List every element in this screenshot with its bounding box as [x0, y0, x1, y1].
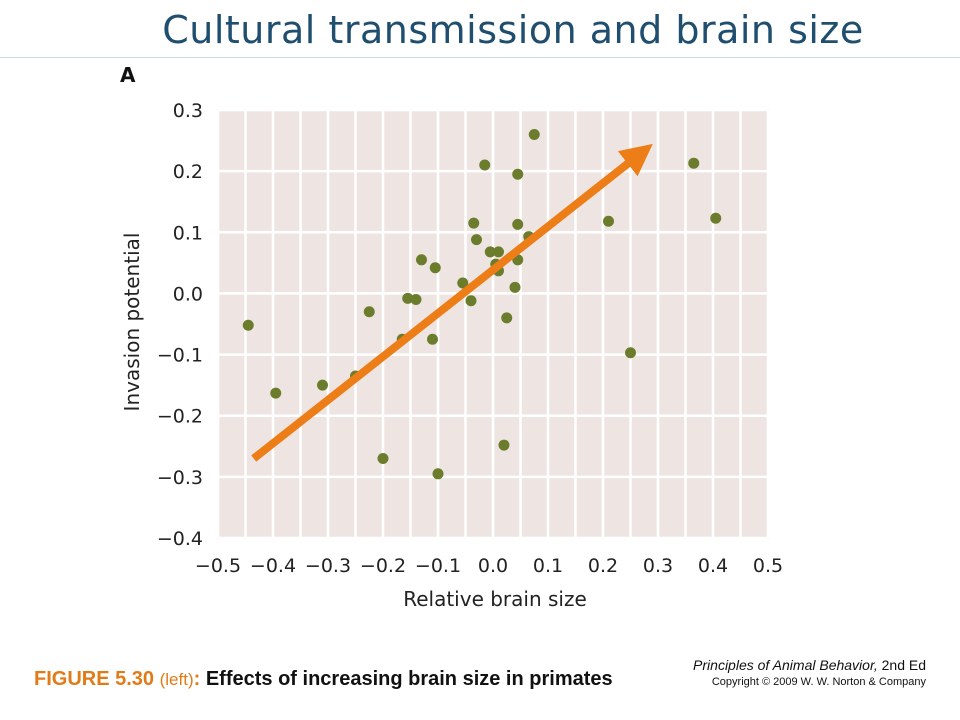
- y-tick-labels: 0.3 0.2 0.1 0.0 −0.1 −0.2 −0.3 −0.4: [157, 100, 203, 550]
- y-tick-label: −0.2: [157, 406, 203, 428]
- data-point: [625, 347, 636, 359]
- data-point: [363, 306, 375, 318]
- x-tick-label: −0.3: [305, 555, 351, 577]
- data-point: [377, 453, 389, 465]
- y-tick-label: −0.4: [157, 528, 203, 550]
- data-point: [512, 168, 524, 180]
- data-point: [501, 312, 513, 324]
- book-credit: Principles of Animal Behavior, 2nd Ed Co…: [693, 657, 926, 688]
- data-point: [484, 246, 496, 258]
- x-tick-label: −0.2: [360, 555, 406, 577]
- data-point: [429, 262, 441, 274]
- figure-number: FIGURE 5.30: [34, 668, 155, 690]
- data-point: [468, 217, 480, 229]
- slide-title: Cultural transmission and brain size: [162, 8, 864, 52]
- title-divider: [0, 57, 960, 58]
- x-axis-label: Relative brain size: [403, 587, 587, 611]
- y-tick-label: 0.2: [173, 161, 203, 183]
- x-tick-label: −0.4: [250, 555, 296, 577]
- y-tick-label: 0.0: [173, 283, 203, 305]
- x-tick-label: −0.1: [415, 555, 461, 577]
- book-line: Principles of Animal Behavior, 2nd Ed: [693, 657, 926, 673]
- data-point: [410, 294, 422, 306]
- data-point: [471, 234, 482, 246]
- gridlines: [216, 108, 770, 540]
- data-point: [688, 157, 700, 169]
- data-point: [493, 246, 504, 258]
- x-tick-label: 0.2: [588, 555, 618, 577]
- x-tick-labels: −0.5 −0.4 −0.3 −0.2 −0.1 0.0 0.1 0.2 0.3 0.4 0.5: [195, 555, 783, 577]
- x-tick-label: 0.0: [478, 555, 508, 577]
- data-point: [528, 128, 540, 140]
- book-title: Principles of Animal Behavior,: [693, 657, 878, 673]
- figure-side: (left): [159, 670, 194, 689]
- data-point: [498, 439, 510, 451]
- data-point: [603, 215, 614, 227]
- data-point: [432, 468, 444, 480]
- panel-letter: A: [120, 63, 136, 87]
- copyright: Copyright © 2009 W. W. Norton & Company: [711, 676, 926, 688]
- x-tick-label: −0.5: [195, 555, 241, 577]
- trend-arrow: [251, 143, 653, 462]
- y-tick-label: 0.3: [173, 100, 203, 122]
- data-point: [457, 277, 469, 289]
- data-point: [710, 212, 722, 224]
- x-tick-label: 0.1: [533, 555, 563, 577]
- data-point: [465, 295, 477, 307]
- data-point: [270, 387, 282, 399]
- x-tick-label: 0.5: [753, 555, 783, 577]
- data-point: [479, 159, 491, 171]
- data-point: [242, 319, 254, 331]
- caption-text: Effects of increasing brain size in prim…: [205, 668, 613, 690]
- x-tick-label: 0.3: [643, 555, 673, 577]
- book-edition: 2nd Ed: [881, 657, 926, 673]
- x-tick-label: 0.4: [698, 555, 728, 577]
- figure-caption: FIGURE 5.30 (left): Effects of increasin…: [34, 668, 613, 691]
- y-axis-label: Invasion potential: [120, 233, 144, 412]
- data-point: [416, 254, 427, 266]
- y-tick-label: −0.1: [157, 345, 203, 367]
- caption-colon: :: [193, 668, 201, 690]
- data-point: [427, 333, 438, 345]
- data-point: [512, 218, 524, 230]
- data-point: [402, 292, 414, 304]
- y-tick-label: 0.1: [173, 222, 203, 244]
- data-point: [509, 281, 521, 293]
- scatter-chart: A −0.5 −0.4 −0.3 −0.2 −0.1 0.0 0.1 0.2 0.3 0.4 0.5…: [120, 63, 783, 611]
- y-tick-label: −0.3: [157, 467, 203, 489]
- data-point: [317, 379, 328, 391]
